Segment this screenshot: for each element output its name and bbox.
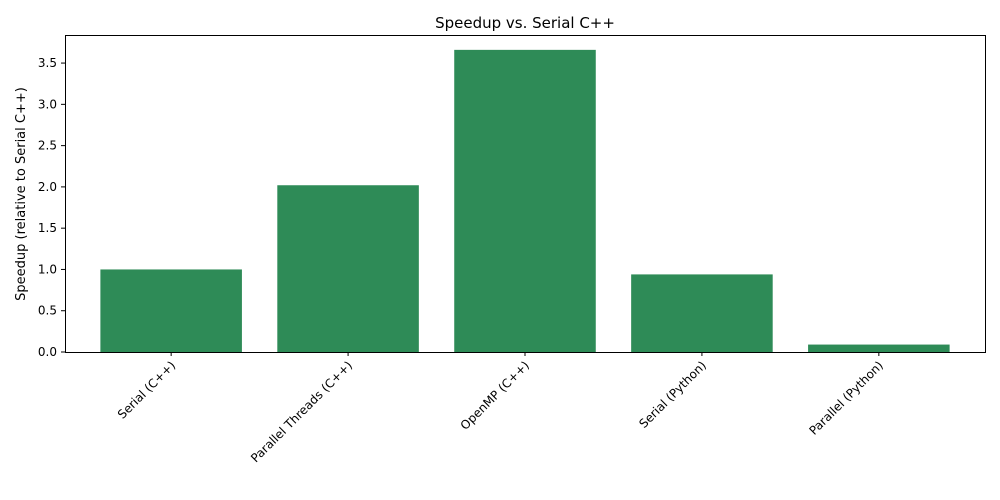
bar-1: [277, 185, 419, 352]
plot-area-frame: [65, 35, 986, 353]
x-tick-label: Serial (C++): [115, 358, 178, 421]
y-tick-label: 2.5: [38, 139, 57, 153]
bar-2: [454, 49, 596, 352]
y-tick-label: 0.5: [38, 304, 57, 318]
x-tick-label: Parallel (Python): [806, 358, 886, 438]
bars-group: [100, 49, 950, 352]
x-axis-ticks: Serial (C++) Parallel Threads (C++) OpenMP…: [115, 352, 886, 465]
bar-0: [100, 269, 242, 352]
x-tick-label: Serial (Python): [636, 358, 709, 431]
y-tick-label: 1.0: [38, 262, 57, 276]
y-axis-label: Speedup (relative to Serial C++): [14, 87, 29, 301]
x-tick-label: OpenMP (C++): [458, 358, 532, 432]
y-axis-ticks: 0.0 0.5 1.0 1.5 2.0 2.5 3.0 3.5: [38, 56, 65, 359]
chart-title: Speedup vs. Serial C++: [435, 14, 615, 32]
bar-3: [631, 274, 773, 352]
y-tick-label: 0.0: [38, 345, 57, 359]
y-tick-label: 3.5: [38, 56, 57, 70]
y-tick-label: 2.0: [38, 180, 57, 194]
x-tick-label: Parallel Threads (C++): [248, 358, 355, 465]
y-tick-label: 3.0: [38, 97, 57, 111]
y-tick-label: 1.5: [38, 221, 57, 235]
bar-4: [808, 344, 950, 352]
